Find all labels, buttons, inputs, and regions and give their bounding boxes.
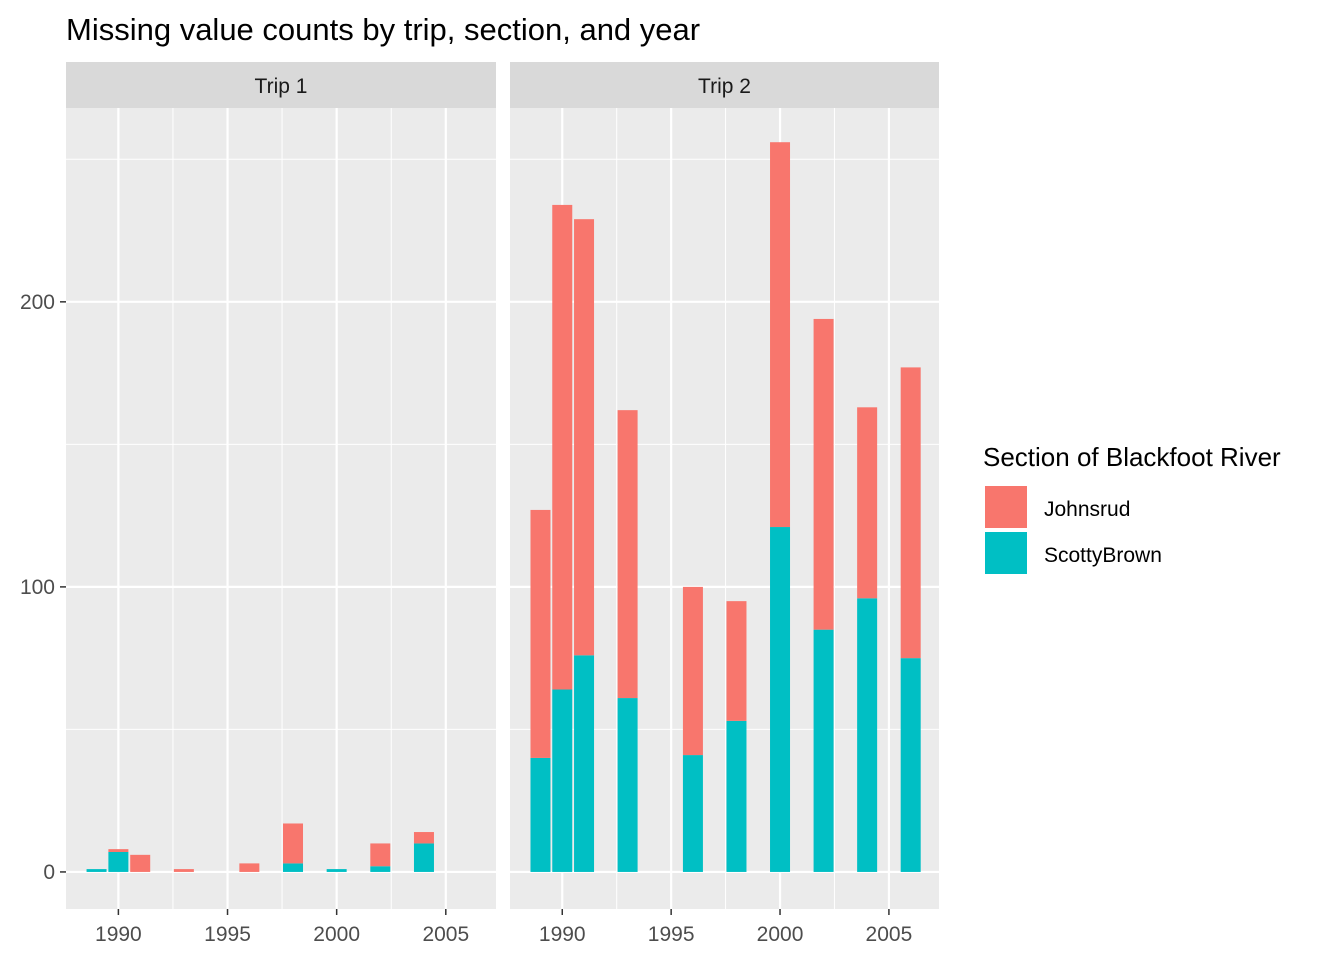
panel-background <box>66 108 496 909</box>
x-tick-label: 1990 <box>95 923 142 946</box>
bar-johnsrud-2002 <box>370 843 391 867</box>
bar-scottybrown-1990 <box>552 689 573 872</box>
bar-johnsrud-2004 <box>857 407 878 599</box>
bar-johnsrud-1993 <box>617 410 638 699</box>
bar-johnsrud-1989 <box>530 509 551 758</box>
bar-scottybrown-1990 <box>108 851 129 872</box>
bar-scottybrown-1993 <box>617 698 638 872</box>
facet-strip <box>66 62 496 108</box>
x-tick-label: 1995 <box>648 923 695 946</box>
x-tick-label: 1995 <box>204 923 251 946</box>
chart-title: Missing value counts by trip, section, a… <box>66 12 700 47</box>
bar-scottybrown-1996 <box>682 755 703 872</box>
legend-label-johnsrud: Johnsrud <box>1044 498 1130 521</box>
bar-johnsrud-1998 <box>283 823 304 864</box>
bar-johnsrud-2004 <box>413 832 434 844</box>
x-tick-label: 1990 <box>539 923 586 946</box>
bar-johnsrud-1996 <box>239 863 260 872</box>
bar-scottybrown-1989 <box>86 869 107 872</box>
bar-scottybrown-2002 <box>370 866 391 872</box>
bar-scottybrown-2004 <box>857 598 878 872</box>
legend-label-scottybrown: ScottyBrown <box>1044 544 1162 567</box>
y-axis: 0 100 200 <box>20 291 66 884</box>
panel-bars <box>530 142 921 872</box>
bar-scottybrown-2006 <box>900 658 921 872</box>
bar-scottybrown-1998 <box>283 863 304 872</box>
panel-bars <box>86 823 434 872</box>
bar-scottybrown-2000 <box>326 869 347 872</box>
facet-strip <box>510 62 939 108</box>
legend-title: Section of Blackfoot River <box>983 442 1281 472</box>
bar-scottybrown-2004 <box>413 843 434 872</box>
x-tick-label: 2005 <box>422 923 469 946</box>
bar-johnsrud-2006 <box>900 367 921 659</box>
facet-label-trip-1: Trip 1 <box>255 75 308 98</box>
facet-label-trip-2: Trip 2 <box>698 75 751 98</box>
legend-key-scottybrown <box>985 532 1027 574</box>
bar-johnsrud-2002 <box>813 318 834 630</box>
y-tick-label: 200 <box>20 291 55 314</box>
bar-scottybrown-2000 <box>770 527 791 872</box>
bar-johnsrud-1990 <box>552 204 573 690</box>
bar-johnsrud-1996 <box>682 586 703 756</box>
bar-scottybrown-1989 <box>530 757 551 872</box>
x-axis-ticks: 1990 1995 2000 2005 <box>95 909 469 946</box>
bar-johnsrud-1993 <box>173 869 194 872</box>
bar-johnsrud-2000 <box>770 142 791 528</box>
y-tick-label: 0 <box>43 861 55 884</box>
x-tick-label: 2000 <box>313 923 360 946</box>
x-axis-ticks: 1990 1995 2000 2005 <box>539 909 912 946</box>
x-tick-label: 2000 <box>757 923 804 946</box>
bar-scottybrown-1998 <box>726 720 747 872</box>
legend-key-johnsrud <box>985 486 1027 528</box>
bar-johnsrud-1998 <box>726 601 747 721</box>
bar-scottybrown-1991 <box>574 655 595 872</box>
bar-scottybrown-2002 <box>813 629 834 872</box>
panel-grid <box>66 108 496 909</box>
legend: Section of Blackfoot River Johnsrud Scot… <box>983 442 1281 574</box>
facet-trip-1: Trip 1 1990 1995 2000 2005 <box>66 62 496 946</box>
y-tick-label: 100 <box>20 576 55 599</box>
bar-johnsrud-1991 <box>130 854 151 872</box>
bar-johnsrud-1991 <box>574 219 595 656</box>
facet-trip-2: Trip 2 1990 1995 2000 2005 <box>510 62 939 946</box>
bar-johnsrud-1990 <box>108 849 129 852</box>
x-tick-label: 2005 <box>866 923 913 946</box>
